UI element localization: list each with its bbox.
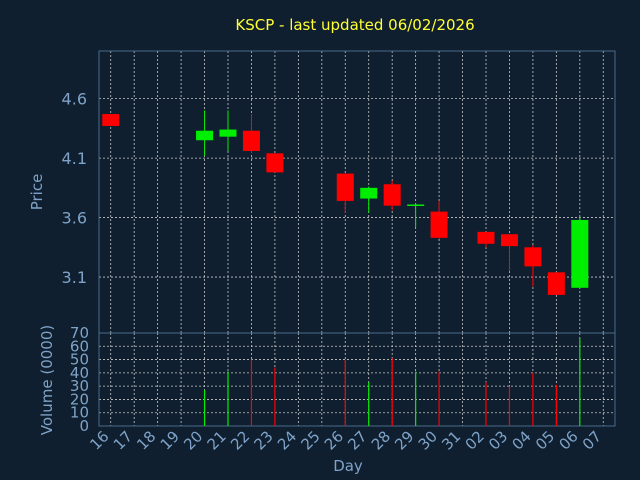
candle — [219, 110, 237, 151]
volume-grid — [99, 333, 615, 426]
candle-body — [102, 114, 120, 126]
x-tick-label: 05 — [532, 427, 558, 453]
volume-bars — [203, 338, 581, 426]
candle-body — [547, 272, 565, 295]
candle-body — [242, 130, 260, 151]
x-tick-label: 29 — [391, 427, 417, 453]
candle — [336, 173, 354, 213]
candle-body — [407, 204, 425, 206]
candle-body — [477, 231, 495, 244]
candle-body — [430, 211, 448, 238]
volume-y-tick-label: 20 — [70, 390, 89, 408]
x-tick-label: 02 — [462, 427, 488, 453]
x-tick-label: 20 — [180, 427, 206, 453]
volume-y-tick-label: 70 — [70, 324, 89, 342]
candle-body — [383, 184, 401, 206]
price-y-tick-label: 4.6 — [62, 90, 87, 109]
x-tick-label: 28 — [368, 427, 394, 453]
candle-body — [336, 173, 354, 201]
x-tick-label: 22 — [227, 427, 253, 453]
price-y-tick-labels: 3.1 3.6 4.1 4.6 — [62, 90, 87, 287]
x-tick-label: 24 — [274, 427, 300, 453]
x-tick-labels: 1617181920212223242526272829303102030405… — [86, 427, 605, 453]
volume-y-tick-label: 0 — [79, 417, 89, 435]
x-tick-label: 21 — [204, 427, 230, 453]
candle — [407, 203, 425, 228]
x-tick-label: 06 — [555, 427, 581, 453]
x-tick-label: 25 — [297, 427, 323, 453]
price-axis-label: Price — [28, 174, 46, 211]
price-y-tick-label: 3.6 — [62, 209, 87, 228]
volume-y-tick-label: 50 — [70, 351, 89, 369]
price-plot-frame — [98, 50, 616, 334]
candle-body — [500, 234, 518, 247]
price-y-tick-label: 4.1 — [62, 149, 87, 168]
price-grid — [99, 51, 615, 333]
candle — [524, 244, 542, 287]
x-tick-label: 07 — [579, 427, 605, 453]
price-y-tick-label: 3.1 — [62, 268, 87, 287]
volume-y-tick-label: 30 — [70, 377, 89, 395]
x-tick-label: 03 — [485, 427, 511, 453]
candle — [430, 200, 448, 239]
candle — [477, 231, 495, 248]
volume-plot-frame — [98, 332, 616, 427]
x-tick-label: 19 — [157, 427, 183, 453]
x-tick-label: 31 — [438, 427, 464, 453]
candle — [360, 186, 378, 213]
candle — [547, 272, 565, 295]
candles — [102, 110, 589, 295]
volume-y-tick-label: 60 — [70, 337, 89, 355]
candle-body — [219, 129, 237, 137]
candle — [196, 110, 214, 156]
volume-y-tick-label: 40 — [70, 364, 89, 382]
chart-title: KSCP - last updated 06/02/2026 — [235, 16, 474, 34]
x-tick-label: 04 — [509, 427, 535, 453]
candle — [102, 114, 120, 126]
candle-body — [266, 153, 284, 173]
candle-body — [524, 247, 542, 267]
x-tick-label: 26 — [321, 427, 347, 453]
candle — [500, 234, 518, 272]
candle — [266, 153, 284, 173]
candle — [571, 217, 589, 288]
volume-y-tick-label: 10 — [70, 404, 89, 422]
volume-axis-label: Volume (0000) — [38, 325, 56, 435]
candle-body — [360, 187, 378, 199]
candle — [383, 180, 401, 211]
x-tick-label: 16 — [86, 427, 112, 453]
x-axis-label: Day — [333, 457, 363, 475]
x-tick-label: 18 — [133, 427, 159, 453]
candle — [242, 114, 260, 154]
x-tick-label: 27 — [344, 427, 370, 453]
candle-body — [196, 130, 214, 141]
candle-body — [571, 219, 589, 288]
x-tick-label: 17 — [110, 427, 136, 453]
x-tick-label: 23 — [251, 427, 277, 453]
x-tick-label: 30 — [415, 427, 441, 453]
